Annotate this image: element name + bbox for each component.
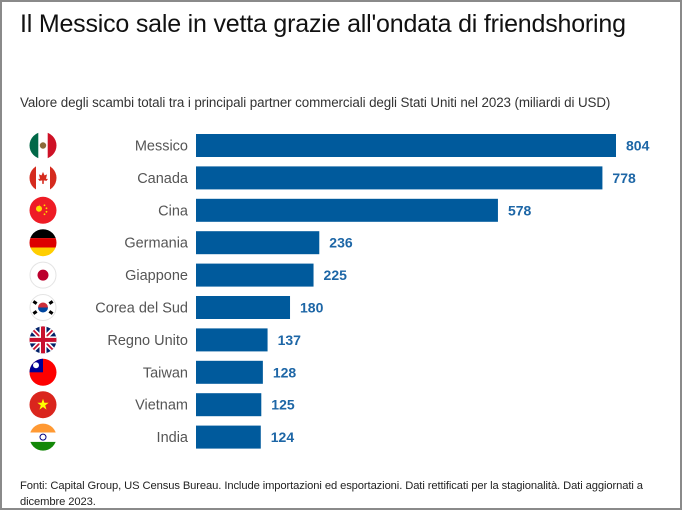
bar-row: Vietnam 125 [135, 393, 295, 417]
category-label: Taiwan [143, 365, 188, 381]
category-label: Canada [137, 171, 189, 187]
value-label: 578 [508, 202, 532, 218]
bar-row: Regno Unito 137 [107, 328, 302, 352]
value-label: 125 [271, 397, 295, 413]
bar [196, 263, 314, 287]
japan-flag-icon [29, 261, 57, 289]
bar [196, 328, 268, 352]
bar-row: India 124 [157, 425, 295, 449]
value-label: 778 [612, 170, 636, 186]
south-korea-flag-icon [29, 294, 57, 321]
chart-title: Il Messico sale in vetta grazie all'onda… [20, 10, 626, 38]
value-label: 137 [278, 332, 302, 348]
category-label: Vietnam [135, 398, 188, 414]
bar [196, 166, 603, 190]
bar-row: Taiwan 128 [143, 360, 297, 384]
bar [196, 296, 291, 319]
vietnam-flag-icon [29, 391, 57, 419]
value-label: 804 [626, 138, 650, 154]
bar-row: Corea del Sud 180 [95, 296, 324, 319]
value-label: 225 [324, 267, 348, 283]
china-flag-icon [29, 196, 57, 224]
bar-row: Giappone 225 [125, 263, 348, 287]
category-label: Giappone [125, 268, 188, 284]
uk-flag-icon [29, 326, 57, 354]
canada-flag-icon [29, 164, 57, 192]
bar-row: Germania 236 [124, 231, 353, 255]
bar [196, 425, 261, 449]
bar [196, 231, 320, 255]
value-label: 128 [273, 364, 297, 380]
taiwan-flag-icon [29, 358, 57, 386]
chart-subtitle: Valore degli scambi totali tra i princip… [20, 95, 611, 110]
germany-flag-icon [29, 229, 57, 257]
category-label: India [157, 430, 189, 446]
category-label: Cina [158, 203, 189, 219]
bar-row: Messico 804 [135, 134, 650, 157]
category-label: Regno Unito [107, 333, 188, 349]
bar [196, 393, 262, 417]
bar-row: Cina 578 [158, 198, 532, 222]
bar [196, 198, 498, 222]
bar [196, 360, 263, 384]
category-label: Corea del Sud [95, 301, 188, 317]
india-flag-icon [29, 423, 57, 451]
category-label: Germania [124, 236, 189, 252]
value-label: 236 [329, 235, 353, 251]
mexico-flag-icon [29, 132, 57, 159]
bar [196, 134, 616, 157]
value-label: 124 [271, 429, 295, 445]
category-label: Messico [135, 139, 188, 155]
value-label: 180 [300, 300, 324, 316]
bar-row: Canada 778 [137, 166, 636, 190]
chart-footnote: Fonti: Capital Group, US Census Bureau. … [20, 480, 643, 508]
